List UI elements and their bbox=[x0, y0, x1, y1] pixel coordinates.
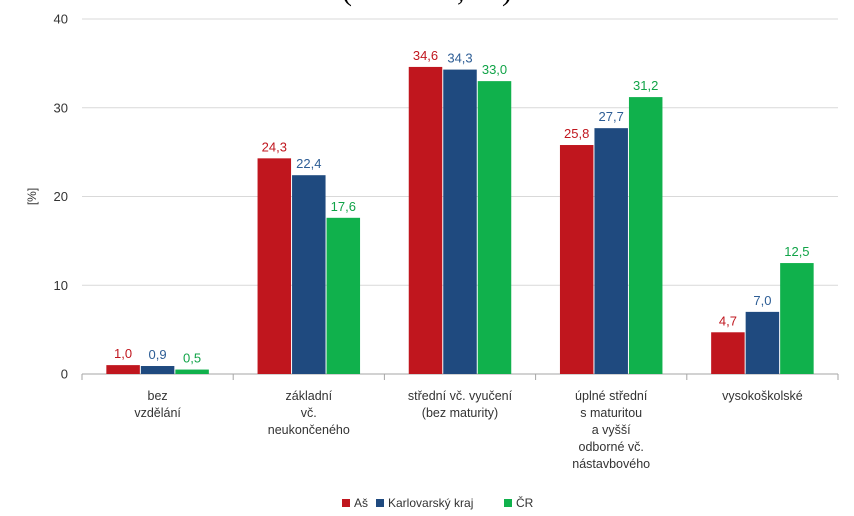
y-tick-label: 0 bbox=[61, 367, 68, 382]
category-label: bez bbox=[148, 389, 168, 403]
data-label: 24,3 bbox=[262, 139, 287, 154]
data-label: 0,9 bbox=[149, 347, 167, 362]
y-tick-label: 10 bbox=[54, 278, 68, 293]
category-label: střední vč. vyučení bbox=[408, 389, 513, 403]
bar bbox=[594, 128, 628, 374]
bar bbox=[745, 311, 780, 374]
category-label: odborné vč. bbox=[579, 440, 644, 454]
bar bbox=[175, 369, 209, 374]
data-label: 25,8 bbox=[564, 126, 589, 141]
data-label: 17,6 bbox=[331, 199, 356, 214]
data-label: 34,3 bbox=[447, 51, 472, 66]
data-label: 27,7 bbox=[599, 109, 624, 124]
bar bbox=[628, 97, 663, 374]
bar bbox=[443, 69, 477, 375]
category-label: vysokoškolské bbox=[722, 389, 803, 403]
y-axis-label: [%] bbox=[25, 188, 39, 205]
bar bbox=[559, 145, 594, 374]
data-labels: 1,0 0,9 0,5 24,3 22,4 17,6 34,6 34,3 33,0 25,8 27,… bbox=[114, 48, 809, 366]
bar bbox=[326, 217, 361, 374]
y-tick-label: 20 bbox=[54, 189, 68, 204]
legend-label: Aš bbox=[354, 496, 368, 510]
category-label: (bez maturity) bbox=[422, 406, 498, 420]
y-tick-label: 40 bbox=[54, 12, 68, 27]
category-label: neukončeného bbox=[268, 423, 350, 437]
data-label: 34,6 bbox=[413, 48, 438, 63]
bar bbox=[292, 175, 326, 374]
bar bbox=[140, 366, 175, 374]
category-label: úplné střední bbox=[575, 389, 648, 403]
legend-swatch bbox=[504, 499, 512, 507]
bar bbox=[711, 332, 745, 374]
bar bbox=[106, 365, 140, 374]
category-label: a vyšší bbox=[592, 423, 631, 437]
bars bbox=[106, 66, 814, 375]
data-label: 4,7 bbox=[719, 313, 737, 328]
category-label: vč. bbox=[301, 406, 317, 420]
legend-label: Karlovarský kraj bbox=[388, 496, 473, 510]
y-tick-label: 30 bbox=[54, 100, 68, 115]
category-label: nástavbového bbox=[572, 457, 650, 471]
page-title-fragment: ( , ) bbox=[0, 0, 854, 8]
category-label: základní bbox=[286, 389, 333, 403]
data-label: 0,5 bbox=[183, 351, 201, 366]
data-label: 12,5 bbox=[784, 244, 809, 259]
data-label: 22,4 bbox=[296, 156, 321, 171]
bar bbox=[408, 66, 443, 375]
data-label: 33,0 bbox=[482, 62, 507, 77]
legend-swatch bbox=[342, 499, 350, 507]
legend-swatch bbox=[376, 499, 384, 507]
bar bbox=[477, 81, 512, 374]
legend: Aš Karlovarský kraj ČR bbox=[342, 495, 534, 510]
legend-label: ČR bbox=[516, 495, 534, 510]
category-label: vzdělání bbox=[134, 406, 181, 420]
bar bbox=[780, 263, 814, 374]
category-labels: bez vzdělání základní vč. neukončeného středn… bbox=[134, 389, 802, 471]
category-label: s maturitou bbox=[580, 406, 642, 420]
bar bbox=[257, 158, 292, 374]
data-label: 31,2 bbox=[633, 78, 658, 93]
data-label: 7,0 bbox=[753, 293, 771, 308]
data-label: 1,0 bbox=[114, 346, 132, 361]
